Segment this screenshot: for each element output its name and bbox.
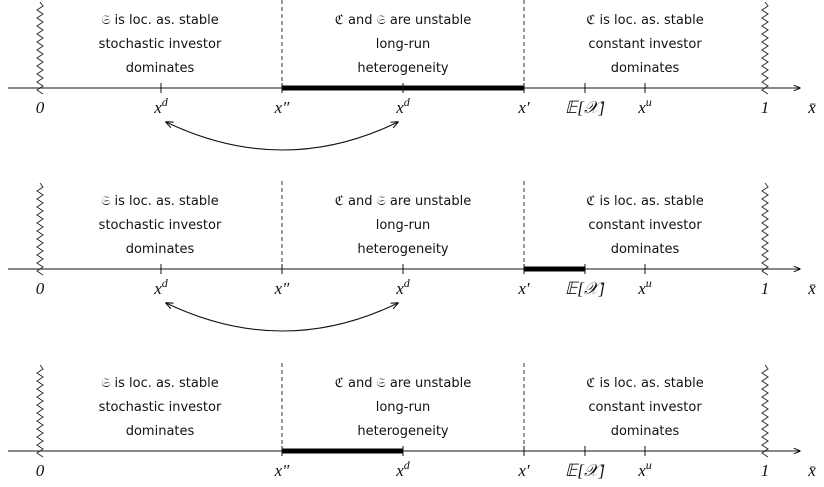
axis-label: xd	[395, 276, 411, 298]
region-text: long-run	[376, 218, 431, 233]
arrow	[166, 122, 398, 150]
wavy-line	[37, 365, 43, 457]
label-text: 𝔼[𝒳]	[565, 98, 605, 117]
region-text: heterogeneity	[357, 242, 449, 257]
label-text: 1	[761, 461, 770, 480]
axis-label: 0	[36, 461, 45, 480]
region-text: long-run	[376, 400, 431, 415]
axis-label: 1	[761, 461, 770, 480]
axis-label: xd	[395, 458, 411, 480]
label-text: x̄	[807, 98, 816, 117]
label-text: x′	[517, 279, 530, 298]
region-text: stochastic investor	[99, 400, 222, 415]
axis-label: x″	[274, 98, 291, 117]
label-sup: u	[646, 458, 652, 472]
region-text: heterogeneity	[357, 61, 449, 76]
region-text: constant investor	[588, 400, 702, 415]
axis-label: x̄	[807, 279, 816, 298]
label-text: 𝔼[𝒳]	[565, 461, 605, 480]
region-text: dominates	[126, 424, 195, 439]
label-text: x′	[517, 461, 530, 480]
region-text: stochastic investor	[99, 37, 222, 52]
region-text: dominates	[611, 424, 680, 439]
label-sup: d	[404, 95, 411, 109]
label-text: 0	[36, 461, 45, 480]
label-sup: d	[404, 276, 411, 290]
axis-label: 𝔼[𝒳]	[565, 461, 605, 480]
axis-label: 𝔼[𝒳]	[565, 98, 605, 117]
region-text: ℭ and 𝔖 are unstable	[335, 194, 471, 209]
label-text: x̄	[807, 461, 816, 480]
axis-label: 1	[761, 98, 770, 117]
region-text: ℭ is loc. as. stable	[586, 13, 703, 28]
region-text: long-run	[376, 37, 431, 52]
region-text: 𝔖 is loc. as. stable	[101, 376, 218, 391]
label-text: x″	[274, 461, 291, 480]
axis-label: x″	[274, 279, 291, 298]
label-text: x′	[517, 98, 530, 117]
region-text: dominates	[611, 61, 680, 76]
axis-label: xu	[637, 276, 652, 298]
region-text: dominates	[126, 242, 195, 257]
axis-label: x′	[517, 98, 530, 117]
wavy-line	[762, 2, 768, 94]
axis-label: 0	[36, 98, 45, 117]
label-text: 0	[36, 98, 45, 117]
arrow	[166, 303, 398, 331]
label-text: x̄	[807, 279, 816, 298]
label-text: 1	[761, 279, 770, 298]
region-text: heterogeneity	[357, 424, 449, 439]
axis-label: 1	[761, 279, 770, 298]
axis-label: 𝔼[𝒳]	[565, 279, 605, 298]
wavy-line	[37, 183, 43, 275]
label-text: x″	[274, 279, 291, 298]
axis-label: x′	[517, 279, 530, 298]
region-text: constant investor	[588, 37, 702, 52]
axis-label: x″	[274, 461, 291, 480]
region-text: constant investor	[588, 218, 702, 233]
region-text: dominates	[611, 242, 680, 257]
region-text: ℭ and 𝔖 are unstable	[335, 13, 471, 28]
region-text: ℭ is loc. as. stable	[586, 376, 703, 391]
region-text: dominates	[126, 61, 195, 76]
axis-label: x′	[517, 461, 530, 480]
axis-label: xu	[637, 458, 652, 480]
region-text: ℭ and 𝔖 are unstable	[335, 376, 471, 391]
region-text: 𝔖 is loc. as. stable	[101, 13, 218, 28]
axis-label: x̄	[807, 98, 816, 117]
label-text: x″	[274, 98, 291, 117]
axis-label: xu	[637, 95, 652, 117]
axis-label: 0	[36, 279, 45, 298]
wavy-line	[762, 365, 768, 457]
wavy-line	[762, 183, 768, 275]
region-text: 𝔖 is loc. as. stable	[101, 194, 218, 209]
axis-label: xd	[153, 95, 169, 117]
label-text: 𝔼[𝒳]	[565, 279, 605, 298]
label-sup: d	[162, 95, 169, 109]
wavy-line	[37, 2, 43, 94]
region-text: ℭ is loc. as. stable	[586, 194, 703, 209]
diagram: 𝔖 is loc. as. stable stochastic investor d…	[0, 0, 824, 487]
axis-label: xd	[153, 276, 169, 298]
region-text: stochastic investor	[99, 218, 222, 233]
axis-label: x̄	[807, 461, 816, 480]
label-sup: d	[404, 458, 411, 472]
label-sup: u	[646, 276, 652, 290]
label-text: 0	[36, 279, 45, 298]
label-text: 1	[761, 98, 770, 117]
label-sup: d	[162, 276, 169, 290]
axis-label: xd	[395, 95, 411, 117]
label-sup: u	[646, 95, 652, 109]
